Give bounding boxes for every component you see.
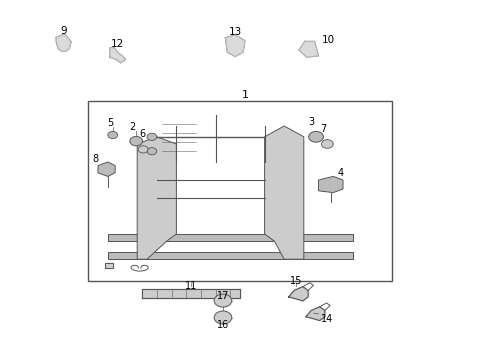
Polygon shape	[289, 287, 308, 301]
Text: 12: 12	[111, 39, 124, 49]
Circle shape	[321, 140, 333, 148]
Polygon shape	[299, 41, 318, 57]
Text: 1: 1	[242, 90, 248, 100]
Text: 17: 17	[217, 291, 229, 301]
Text: 11: 11	[185, 281, 197, 291]
Circle shape	[138, 146, 148, 153]
Polygon shape	[142, 289, 240, 298]
Circle shape	[214, 311, 232, 324]
Polygon shape	[306, 307, 325, 321]
Polygon shape	[108, 234, 353, 241]
Text: 16: 16	[217, 320, 229, 330]
Text: 3: 3	[308, 117, 314, 127]
Text: 15: 15	[290, 276, 303, 286]
Polygon shape	[265, 126, 304, 259]
Bar	[88, 101, 392, 281]
Text: 6: 6	[139, 129, 145, 139]
Polygon shape	[318, 176, 343, 193]
Polygon shape	[56, 35, 71, 51]
Text: 9: 9	[60, 26, 67, 36]
Text: 2: 2	[129, 122, 135, 132]
Text: 13: 13	[228, 27, 242, 37]
Text: 5: 5	[107, 118, 113, 128]
Circle shape	[130, 136, 143, 146]
Text: 14: 14	[321, 314, 333, 324]
Polygon shape	[110, 48, 125, 63]
Text: 10: 10	[322, 35, 335, 45]
Polygon shape	[98, 162, 115, 176]
Circle shape	[214, 294, 232, 307]
Polygon shape	[225, 35, 245, 57]
Circle shape	[147, 133, 157, 140]
Text: 4: 4	[338, 168, 343, 178]
Circle shape	[108, 131, 118, 139]
Text: 7: 7	[320, 124, 326, 134]
Circle shape	[309, 131, 323, 142]
Polygon shape	[108, 252, 353, 259]
Polygon shape	[137, 137, 176, 259]
Circle shape	[147, 148, 157, 155]
Text: 8: 8	[93, 154, 98, 164]
Polygon shape	[105, 263, 113, 268]
